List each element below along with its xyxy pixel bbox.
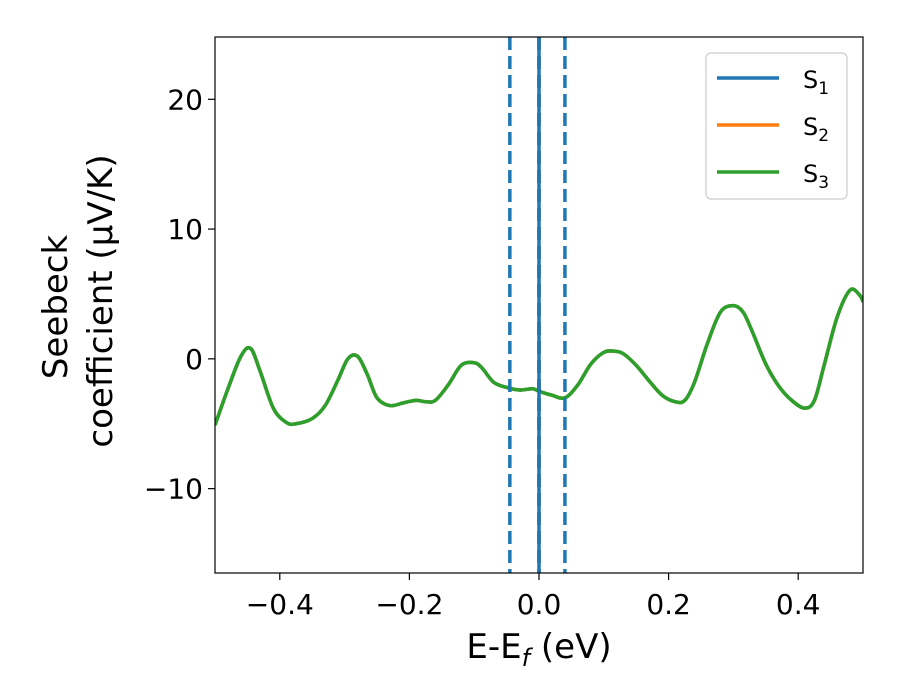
legend-label-subscript: 1: [818, 79, 829, 99]
axes: −0.4 −0.2 0.0 0.2 0.4 −10 0 10 20: [144, 36, 864, 621]
x-axis-label-unit: (eV): [530, 627, 612, 667]
x-axis-label-base: E-E: [466, 627, 521, 667]
x-tick-label: 0.0: [517, 588, 562, 621]
y-axis-label-line2: coefficient (μV/K): [81, 154, 121, 447]
legend-label-subscript: 2: [818, 126, 829, 146]
y-tick-label: 0: [185, 343, 203, 376]
legend-label-base: S: [803, 113, 818, 141]
x-axis-label: E-Ef (eV): [466, 627, 611, 672]
legend-label-s3: S3: [803, 160, 829, 193]
x-tick-label: 0.2: [646, 588, 691, 621]
legend-label-subscript: 3: [818, 173, 829, 193]
legend-label-s1: S1: [803, 66, 829, 99]
legend-label-base: S: [803, 160, 818, 188]
y-tick-label: −10: [144, 473, 203, 506]
y-tick-label: 20: [167, 83, 203, 116]
y-axis-label-line1: Seebeck: [36, 235, 76, 380]
y-tick-label: 10: [167, 213, 203, 246]
legend-label-s2: S2: [803, 113, 829, 146]
legend-label-base: S: [803, 66, 818, 94]
x-tick-label: 0.4: [776, 588, 821, 621]
x-tick-label: −0.2: [375, 588, 443, 621]
reference-lines: [508, 37, 567, 573]
x-tick-label: −0.4: [246, 588, 314, 621]
